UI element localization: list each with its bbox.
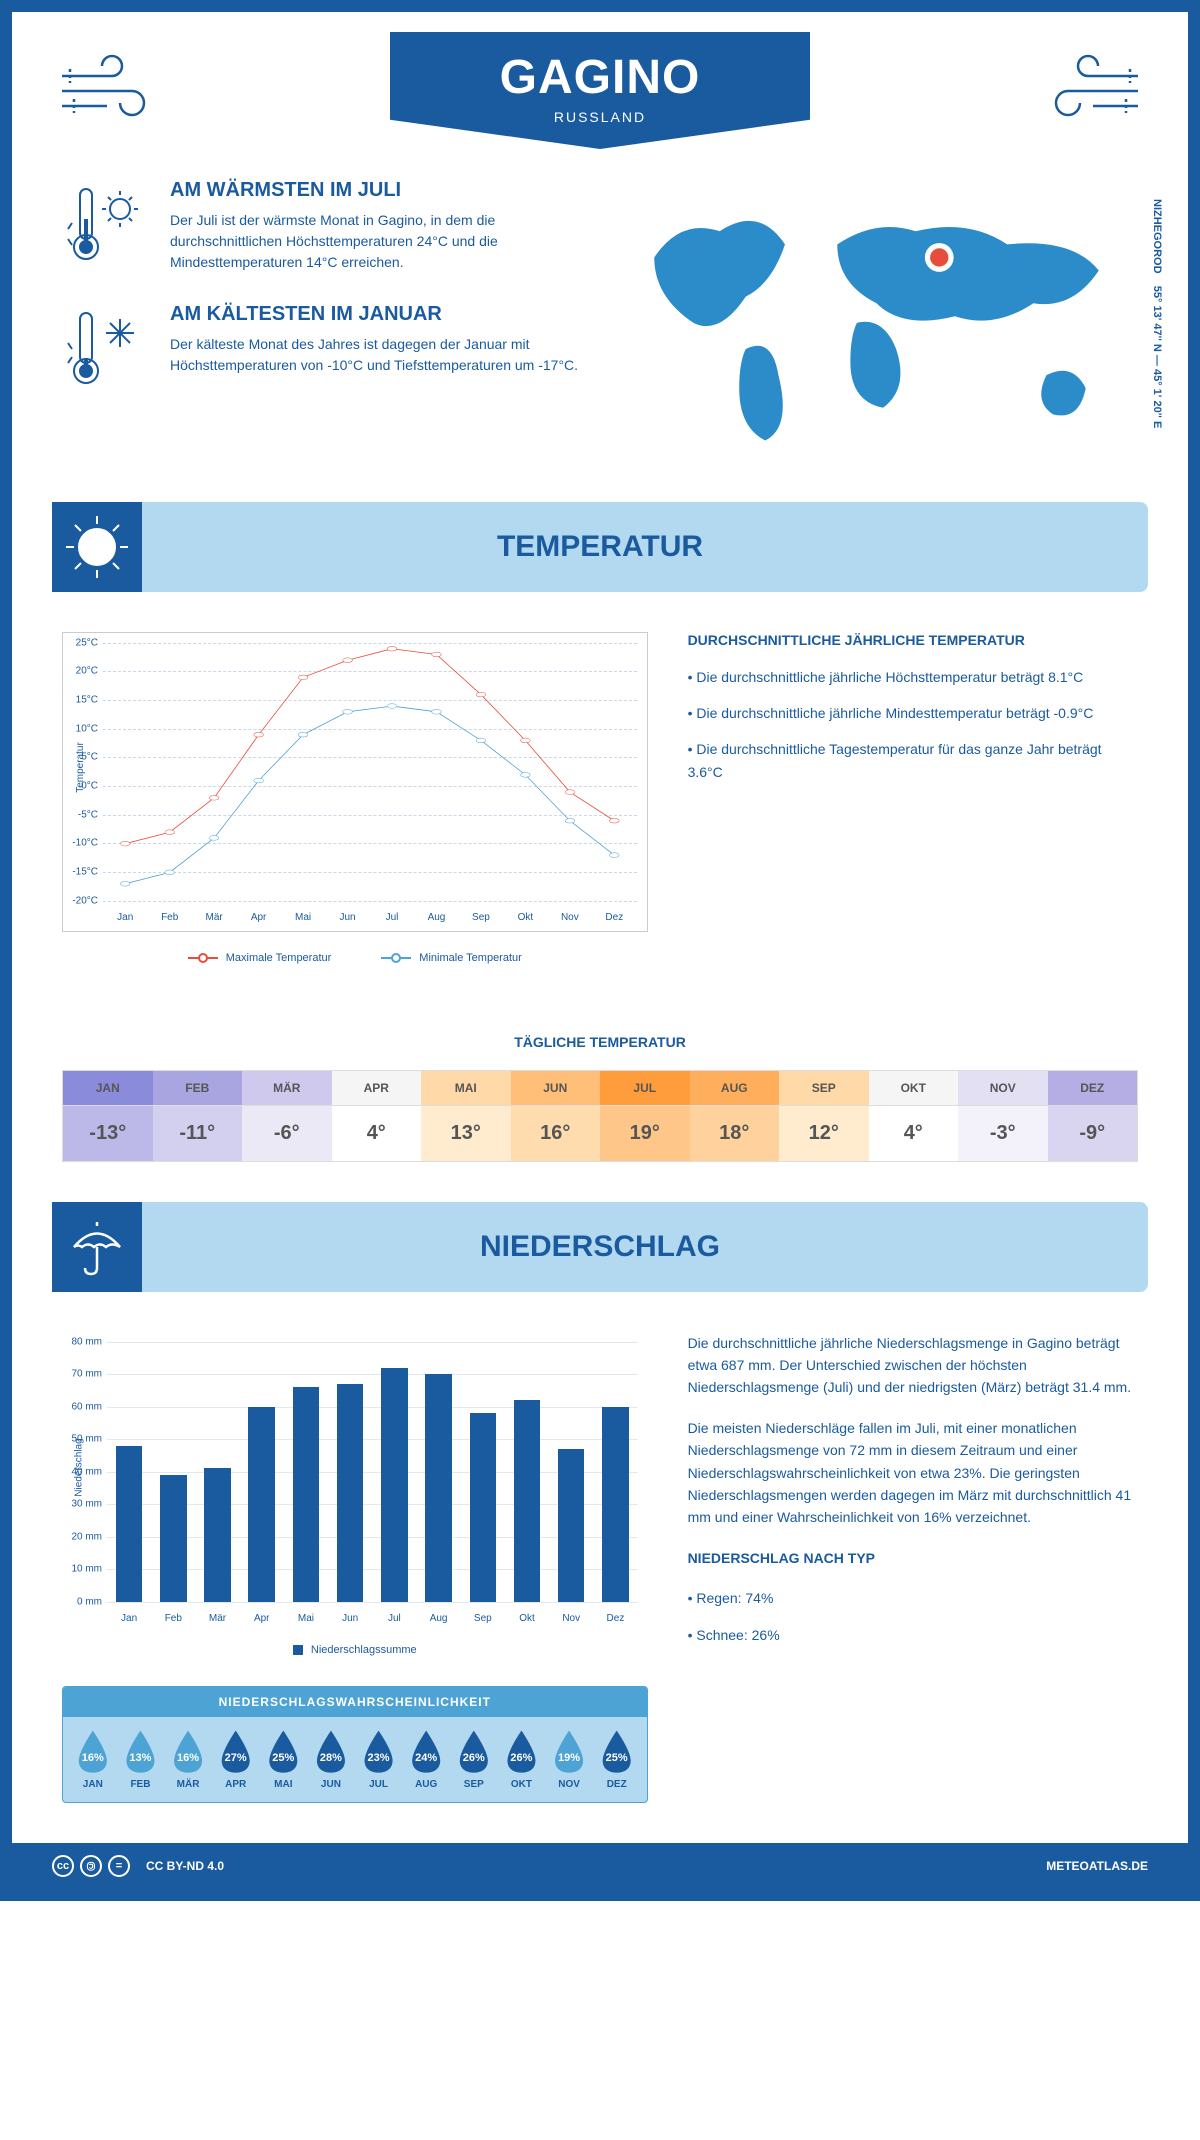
thermometer-cold-icon [62, 303, 152, 393]
sun-icon [62, 512, 132, 582]
prob-cell: 19%NOV [547, 1729, 591, 1790]
temperature-banner: TEMPERATUR [52, 502, 1148, 592]
warmest-text: Der Juli ist der wärmste Monat in Gagino… [170, 210, 585, 273]
temp-bullet: • Die durchschnittliche jährliche Höchst… [688, 666, 1138, 688]
coldest-heading: AM KÄLTESTEN IM JANUAR [170, 303, 585, 326]
daily-cell: DEZ-9° [1048, 1071, 1138, 1161]
precip-legend: Niederschlagssumme [62, 1644, 648, 1656]
daily-cell: MAI13° [421, 1071, 511, 1161]
warmest-heading: AM WÄRMSTEN IM JULI [170, 179, 585, 202]
coldest-block: AM KÄLTESTEN IM JANUAR Der kälteste Mona… [62, 303, 585, 393]
precip-section-title: NIEDERSCHLAG [142, 1230, 1148, 1264]
prob-cell: 25%MAI [262, 1729, 306, 1790]
prob-cell: 27%APR [214, 1729, 258, 1790]
precip-para1: Die durchschnittliche jährliche Niedersc… [688, 1332, 1138, 1399]
page-subtitle: RUSSLAND [390, 109, 810, 125]
daily-cell: MÄR-6° [242, 1071, 332, 1161]
prob-cell: 13%FEB [119, 1729, 163, 1790]
site-name: METEOATLAS.DE [1046, 1859, 1148, 1873]
daily-cell: NOV-3° [958, 1071, 1048, 1161]
cc-icon: cc [52, 1855, 74, 1877]
prob-cell: 24%AUG [404, 1729, 448, 1790]
precip-probability-box: NIEDERSCHLAGSWAHRSCHEINLICHKEIT 16%JAN13… [62, 1686, 648, 1803]
thermometer-hot-icon [62, 179, 152, 269]
temp-bullet: • Die durchschnittliche jährliche Mindes… [688, 702, 1138, 724]
header-banner: GAGINO RUSSLAND [390, 32, 810, 149]
wind-icon-right [1028, 51, 1148, 131]
daily-cell: AUG18° [690, 1071, 780, 1161]
daily-cell: APR4° [332, 1071, 422, 1161]
daily-temp-title: TÄGLICHE TEMPERATUR [12, 1034, 1188, 1050]
precipitation-bar-chart: Niederschlag 0 mm10 mm20 mm30 mm40 mm50 … [62, 1332, 648, 1632]
prob-cell: 23%JUL [357, 1729, 401, 1790]
temperature-line-chart: Temperatur -20°C-15°C-10°C-5°C0°C5°C10°C… [62, 632, 648, 932]
prob-cell: 26%OKT [500, 1729, 544, 1790]
page-title: GAGINO [390, 50, 810, 105]
wind-icon-left [52, 51, 172, 131]
nd-icon: = [108, 1855, 130, 1877]
avg-temp-heading: DURCHSCHNITTLICHE JÄHRLICHE TEMPERATUR [688, 632, 1138, 648]
coordinates: NIZHEGOROD 55° 13' 47'' N — 45° 1' 20'' … [1151, 199, 1163, 428]
prob-cell: 26%SEP [452, 1729, 496, 1790]
by-icon: 🄯 [80, 1855, 102, 1877]
precip-type-heading: NIEDERSCHLAG NACH TYP [688, 1547, 1138, 1569]
umbrella-icon [62, 1212, 132, 1282]
precip-snow: • Schnee: 26% [688, 1624, 1138, 1646]
daily-cell: SEP12° [779, 1071, 869, 1161]
world-map-icon [615, 179, 1138, 467]
temp-section-title: TEMPERATUR [142, 530, 1148, 564]
temp-legend: Maximale Temperatur Minimale Temperatur [62, 952, 648, 964]
prob-cell: 28%JUN [309, 1729, 353, 1790]
daily-cell: JUN16° [511, 1071, 601, 1161]
daily-cell: FEB-11° [153, 1071, 243, 1161]
daily-cell: JAN-13° [63, 1071, 153, 1161]
footer: cc 🄯 = CC BY-ND 4.0 METEOATLAS.DE [12, 1843, 1188, 1889]
daily-cell: OKT4° [869, 1071, 959, 1161]
prob-cell: 16%MÄR [166, 1729, 210, 1790]
precip-banner: NIEDERSCHLAG [52, 1202, 1148, 1292]
temp-bullet: • Die durchschnittliche Tagestemperatur … [688, 738, 1138, 783]
daily-temp-grid: JAN-13°FEB-11°MÄR-6°APR4°MAI13°JUN16°JUL… [62, 1070, 1138, 1162]
prob-cell: 16%JAN [71, 1729, 115, 1790]
daily-cell: JUL19° [600, 1071, 690, 1161]
precip-para2: Die meisten Niederschläge fallen im Juli… [688, 1417, 1138, 1529]
warmest-block: AM WÄRMSTEN IM JULI Der Juli ist der wär… [62, 179, 585, 273]
prob-cell: 25%DEZ [595, 1729, 639, 1790]
coldest-text: Der kälteste Monat des Jahres ist dagege… [170, 334, 585, 376]
precip-rain: • Regen: 74% [688, 1587, 1138, 1609]
